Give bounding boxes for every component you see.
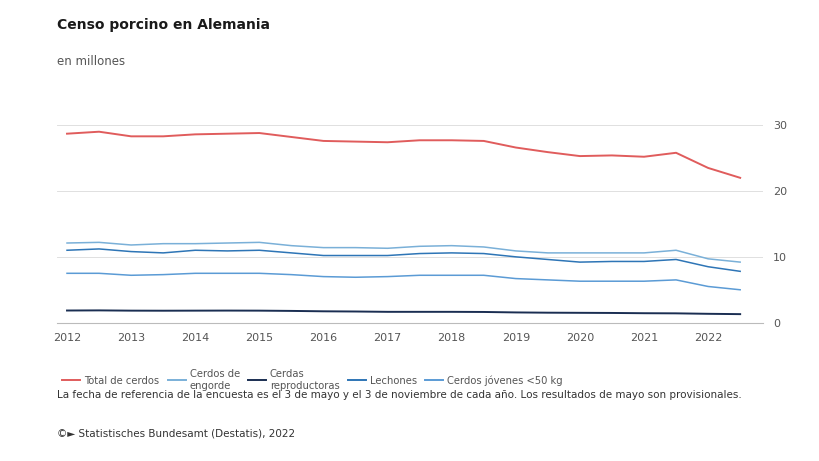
Text: ©► Statistisches Bundesamt (Destatis), 2022: ©► Statistisches Bundesamt (Destatis), 2… <box>57 429 295 439</box>
Legend: Total de cerdos, Cerdos de
engorde, Cerdas
reproductoras, Lechones, Cerdos jóven: Total de cerdos, Cerdos de engorde, Cerd… <box>62 369 562 391</box>
Text: La fecha de referencia de la encuesta es el 3 de mayo y el 3 de noviembre de cad: La fecha de referencia de la encuesta es… <box>57 390 741 400</box>
Text: en millones: en millones <box>57 55 125 68</box>
Text: Censo porcino en Alemania: Censo porcino en Alemania <box>57 18 270 32</box>
